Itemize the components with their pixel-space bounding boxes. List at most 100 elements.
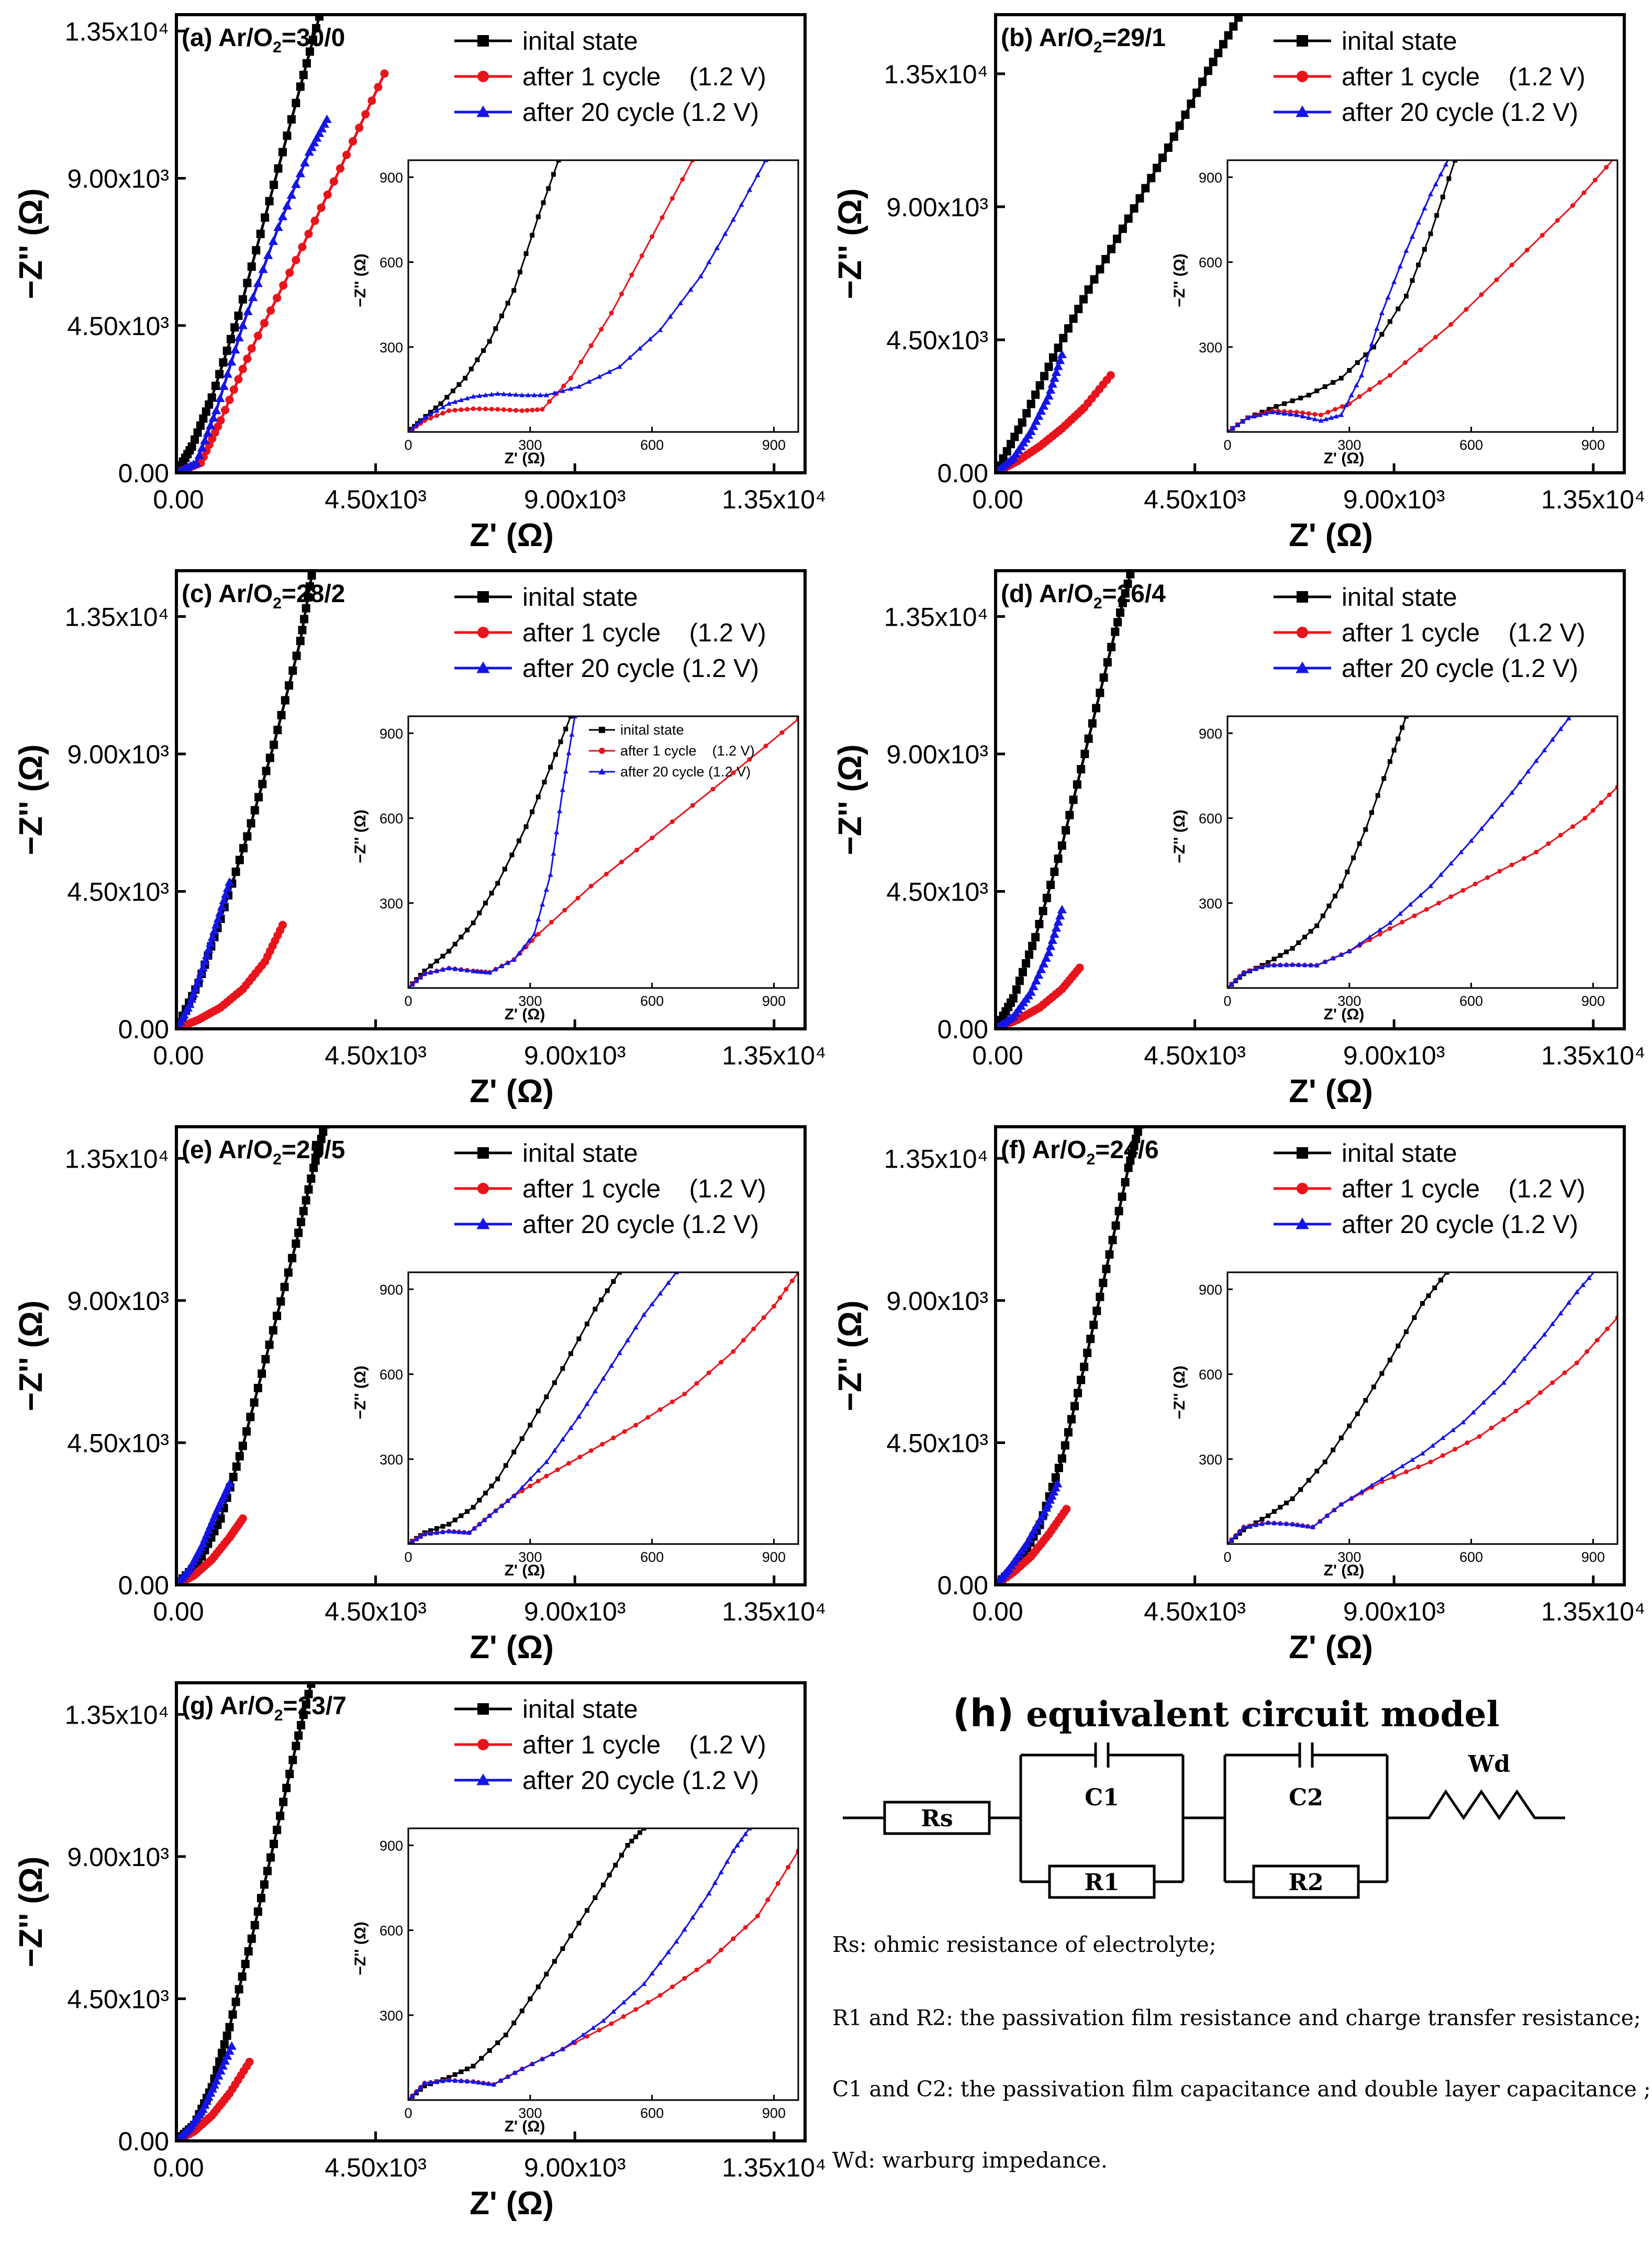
inset-bg: [408, 160, 798, 432]
data-point: [1080, 750, 1089, 758]
data-point: [601, 1882, 606, 1887]
inset-y-tick-label: 300: [379, 1452, 403, 1468]
data-point: [487, 1513, 493, 1518]
data-point: [710, 786, 716, 792]
data-point: [1317, 1518, 1323, 1524]
data-point: [718, 1869, 724, 1874]
data-point: [200, 957, 210, 965]
data-point: [1040, 372, 1049, 381]
data-point: [1074, 305, 1083, 314]
data-point: [566, 1461, 572, 1466]
data-point: [593, 1306, 598, 1312]
data-point: [1101, 254, 1110, 263]
data-point: [641, 1981, 647, 1986]
data-point: [1214, 49, 1223, 58]
data-point: [1054, 343, 1063, 352]
data-point: [519, 2066, 525, 2071]
data-point: [207, 1516, 218, 1525]
y-tick-label: 0.00: [937, 1571, 988, 1600]
data-point: [1025, 950, 1034, 959]
data-point: [253, 331, 262, 340]
inset-x-tick-label: 0: [1223, 437, 1231, 453]
data-point: [199, 414, 208, 423]
data-point: [444, 395, 450, 400]
data-point: [226, 357, 237, 366]
series-line-0: [996, 1127, 1141, 1585]
data-point: [1265, 962, 1271, 968]
data-point: [789, 1278, 795, 1283]
data-point: [667, 314, 673, 319]
data-point: [619, 1852, 624, 1858]
data-point: [1241, 1524, 1247, 1529]
data-point: [544, 1971, 549, 1977]
legend-label: after 20 cycle (1.2 V): [522, 98, 759, 127]
data-point: [464, 968, 470, 973]
data-point: [637, 1830, 642, 1835]
data-point: [1584, 1349, 1590, 1354]
data-point: [1396, 306, 1401, 312]
c2-label: C2: [1289, 1784, 1323, 1811]
data-point: [1031, 933, 1040, 941]
data-point: [309, 560, 318, 569]
y-tick-label: 1.35x10⁴: [884, 1144, 988, 1173]
series-2: [176, 877, 235, 1029]
data-point: [1187, 99, 1196, 108]
data-point: [544, 1473, 549, 1479]
data-point: [323, 1113, 331, 1122]
data-point: [1053, 917, 1063, 926]
data-point: [1592, 177, 1598, 183]
inset-y-tick-label: 600: [1199, 1367, 1222, 1383]
data-point: [1306, 393, 1311, 398]
data-point: [1416, 1464, 1421, 1470]
data-point: [458, 2078, 464, 2083]
data-point: [206, 420, 216, 429]
data-point: [292, 1239, 300, 1248]
data-point: [547, 399, 552, 404]
data-point: [274, 164, 283, 173]
data-point: [597, 2027, 602, 2033]
inset-x-tick-label: 900: [762, 437, 786, 453]
panel-title: (g) Ar/O2=23/7: [182, 1692, 347, 1724]
data-point: [657, 1993, 663, 1998]
data-point: [1267, 407, 1272, 412]
data-point: [619, 291, 624, 296]
data-point: [434, 959, 439, 964]
data-point: [546, 186, 551, 191]
data-point: [481, 2080, 486, 2085]
data-point: [1358, 372, 1365, 377]
data-point: [1345, 869, 1350, 874]
data-point: [434, 408, 440, 413]
data-point: [563, 726, 568, 731]
data-point: [1026, 987, 1036, 996]
inset-x-tick-label: 300: [518, 993, 542, 1009]
data-point: [1318, 413, 1323, 418]
data-point: [526, 938, 532, 943]
data-point: [1453, 1447, 1458, 1452]
data-point: [539, 902, 545, 907]
data-point: [1271, 962, 1277, 968]
data-point: [1391, 748, 1397, 753]
data-point: [198, 1539, 208, 1548]
data-point: [1289, 1521, 1296, 1527]
data-point: [611, 1279, 616, 1284]
data-point: [501, 391, 507, 396]
data-point: [600, 1441, 605, 1447]
data-point: [680, 176, 685, 182]
data-point: [215, 908, 225, 917]
data-point: [231, 868, 240, 876]
data-point: [1121, 589, 1130, 598]
inset-legend-label: after 20 cycle (1.2 V): [620, 764, 751, 780]
data-point: [525, 392, 531, 397]
data-point: [273, 294, 282, 303]
data-point: [1018, 968, 1027, 976]
panel-title-prefix: (a) Ar/O: [182, 24, 273, 52]
data-point: [1064, 1428, 1073, 1437]
data-point: [414, 2089, 419, 2094]
data-point: [292, 651, 301, 660]
data-point: [551, 172, 556, 177]
legend-label: inital state: [1342, 27, 1457, 55]
data-point: [1045, 941, 1056, 950]
data-point: [599, 327, 604, 332]
inset-y-tick-label: 300: [379, 340, 403, 356]
data-point: [1433, 335, 1438, 340]
